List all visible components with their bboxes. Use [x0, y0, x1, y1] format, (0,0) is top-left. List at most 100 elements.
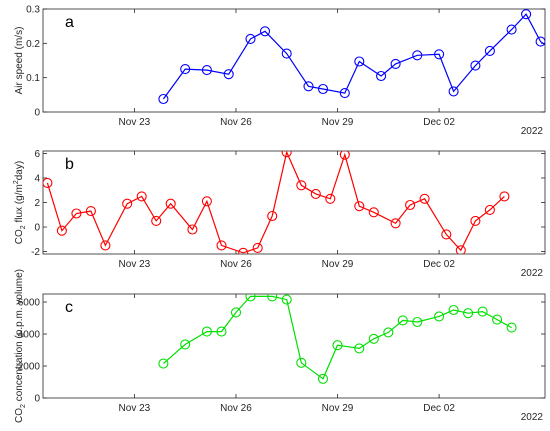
data-point	[484, 204, 495, 215]
data-point	[499, 191, 510, 202]
x-tick-label: Dec 02	[423, 259, 455, 270]
data-point	[354, 343, 365, 354]
data-point	[281, 48, 292, 59]
data-point	[201, 65, 212, 76]
panel-label: c	[65, 299, 73, 316]
series-line	[162, 13, 545, 100]
y-tick-label: 6	[34, 149, 40, 160]
data-point	[259, 26, 271, 37]
data-point	[303, 81, 314, 92]
data-point	[238, 247, 249, 254]
data-point	[201, 326, 212, 337]
data-point	[405, 199, 416, 211]
data-point	[455, 245, 466, 254]
data-point	[412, 50, 423, 61]
data-point	[317, 373, 329, 384]
data-point	[223, 69, 234, 80]
data-point	[339, 151, 350, 160]
data-point	[317, 83, 329, 95]
x-tick-label: Nov 29	[322, 259, 354, 270]
series-line	[163, 295, 512, 380]
data-point	[180, 64, 191, 75]
panel-label: a	[65, 14, 74, 31]
data-point	[216, 326, 227, 337]
year-label: 2022	[521, 126, 544, 137]
data-point	[216, 240, 227, 251]
data-point	[376, 70, 387, 82]
panel-b: -2 0 2 4 6 Nov 23 Nov 26 Nov 29 Dec 02 2022 CO2 fl…	[13, 149, 546, 279]
data-point	[296, 357, 307, 368]
data-point	[136, 191, 147, 202]
y-tick-label: 2	[34, 198, 40, 209]
data-point	[296, 180, 307, 191]
plot-area	[42, 150, 546, 255]
y-tick-label: 0	[34, 223, 40, 234]
series	[43, 151, 510, 254]
data-point	[470, 215, 481, 226]
panel-c: 0 2000 4000 6000 Nov 23 Nov 26 Nov 29 Dec 02 202…	[14, 269, 546, 423]
data-point	[100, 240, 111, 251]
x-tick-label: Nov 29	[322, 117, 354, 128]
year-label: 2022	[521, 268, 544, 279]
panel-label: b	[65, 156, 74, 173]
x-tick-label: Nov 29	[322, 403, 354, 414]
data-point	[85, 206, 96, 217]
data-point	[521, 9, 532, 20]
x-tick-label: Nov 23	[119, 259, 151, 270]
data-point	[158, 358, 169, 369]
data-point	[332, 340, 343, 351]
plot-area	[42, 293, 546, 399]
data-point	[434, 311, 445, 322]
data-point	[252, 242, 263, 253]
x-tick-label: Nov 26	[220, 403, 252, 414]
series	[158, 294, 517, 384]
data-point	[463, 308, 474, 319]
data-point	[477, 306, 488, 317]
data-point	[354, 201, 365, 212]
y-tick-label: 0	[34, 394, 40, 405]
x-tick-label: Nov 23	[119, 403, 151, 414]
data-point	[267, 210, 278, 222]
y-tick-label: 0.3	[26, 5, 40, 16]
data-point	[187, 224, 198, 235]
data-point	[245, 33, 256, 44]
data-point	[310, 188, 321, 199]
data-point	[419, 193, 430, 204]
data-point	[470, 60, 481, 71]
data-point	[56, 225, 67, 236]
data-point	[535, 36, 545, 47]
y-axis-label: CO2 concentration (p.p.m. volume)	[14, 269, 27, 423]
data-point	[180, 339, 191, 350]
y-tick-label: -2	[31, 247, 40, 258]
data-point	[390, 218, 401, 229]
data-point	[484, 45, 495, 56]
data-point	[122, 198, 133, 209]
plot-area	[42, 8, 546, 113]
data-point	[151, 215, 162, 226]
data-point	[492, 314, 503, 325]
x-tick-label: Dec 02	[423, 117, 455, 128]
series	[158, 9, 545, 105]
x-tick-label: Nov 26	[220, 259, 252, 270]
data-point	[434, 49, 445, 60]
data-point	[368, 207, 379, 218]
data-point	[448, 86, 459, 97]
y-tick-label: 0	[34, 108, 40, 119]
data-point	[506, 322, 517, 333]
y-axis-label: CO2 flux (g/m2day)	[13, 161, 27, 244]
data-point	[325, 193, 336, 204]
data-point	[281, 151, 292, 158]
year-label: 2022	[521, 412, 544, 423]
data-point	[245, 294, 256, 302]
data-point	[441, 229, 452, 240]
data-point	[281, 294, 292, 305]
x-tick-label: Nov 26	[220, 117, 252, 128]
data-point	[354, 56, 365, 67]
data-point	[390, 58, 401, 69]
data-point	[412, 316, 423, 328]
y-axis-label: Air speed (m/s)	[14, 27, 25, 95]
data-point	[448, 304, 459, 316]
data-point	[383, 327, 394, 338]
x-tick-label: Dec 02	[423, 403, 455, 414]
